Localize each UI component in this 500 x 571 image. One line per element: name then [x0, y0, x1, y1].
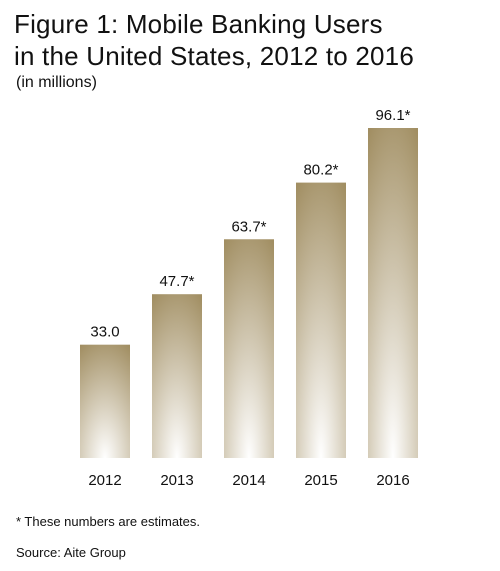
x-tick-label-2016: 2016 — [376, 472, 409, 489]
chart-title: Figure 1: Mobile Banking Users in the Un… — [14, 8, 494, 72]
chart-title-line-1: Figure 1: Mobile Banking Users — [14, 9, 383, 39]
chart-title-line-2: in the United States, 2012 to 2016 — [14, 41, 414, 71]
bar-2012 — [80, 344, 130, 458]
x-tick-label-2014: 2014 — [232, 472, 265, 489]
x-tick-label-2012: 2012 — [88, 472, 121, 489]
footnote: * These numbers are estimates. — [16, 514, 201, 529]
chart-subtitle: (in millions) — [16, 74, 97, 91]
data-label-2012: 33.0 — [90, 324, 119, 341]
x-tick-label-2015: 2015 — [304, 472, 337, 489]
bar-2015 — [296, 182, 346, 459]
data-label-2014: 63.7* — [231, 218, 266, 235]
x-tick-label-2013: 2013 — [160, 472, 193, 489]
bar-2013 — [152, 294, 202, 458]
bars-group: 33.0 2012 47.7* 2013 63.7* 2014 80.2* 2015 96.1*… — [80, 107, 418, 489]
data-label-2016: 96.1* — [375, 107, 410, 124]
data-label-2013: 47.7* — [159, 273, 194, 290]
source-note: Source: Aite Group — [16, 545, 126, 560]
data-label-2015: 80.2* — [303, 162, 338, 179]
bar-2014 — [224, 239, 274, 458]
bar-2016 — [368, 128, 418, 458]
